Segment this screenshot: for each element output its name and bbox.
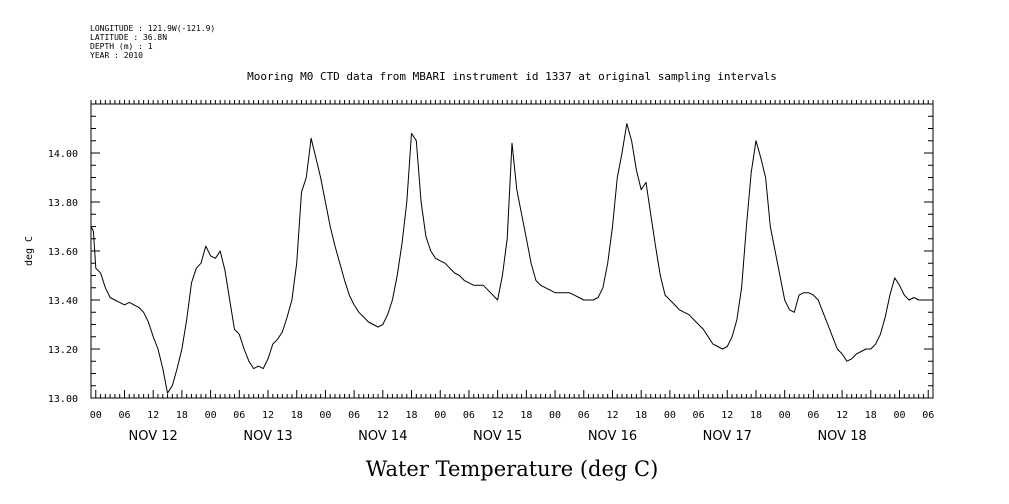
x-tick-label: 12 bbox=[377, 410, 389, 421]
x-tick-label: 06 bbox=[118, 410, 130, 421]
year-label: YEAR : 2010 bbox=[90, 51, 143, 60]
y-tick-label: 13.80 bbox=[48, 198, 78, 209]
x-tick-label: 06 bbox=[922, 410, 934, 421]
x-tick-label: 00 bbox=[90, 410, 102, 421]
chart-title: Mooring M0 CTD data from MBARI instrumen… bbox=[247, 70, 777, 83]
x-tick-label: 12 bbox=[147, 410, 159, 421]
x-tick-label: 06 bbox=[578, 410, 590, 421]
x-tick-label: 06 bbox=[348, 410, 360, 421]
x-tick-label: 06 bbox=[233, 410, 245, 421]
x-tick-label: 00 bbox=[434, 410, 446, 421]
y-tick-label: 13.00 bbox=[48, 394, 78, 405]
x-tick-label: 06 bbox=[463, 410, 475, 421]
x-tick-label: 06 bbox=[693, 410, 705, 421]
y-tick-label: 13.20 bbox=[48, 345, 78, 356]
x-tick-label: 18 bbox=[865, 410, 877, 421]
latitude-label: LATITUDE : 36.8N bbox=[90, 33, 167, 42]
x-day-label: NOV 14 bbox=[358, 429, 407, 444]
x-tick-label: 18 bbox=[176, 410, 188, 421]
x-axis: 00 06 12 18 00 06 12 18 00 06 12 18 00 06 12 18 00 06 12 18… bbox=[90, 100, 934, 444]
x-tick-label: 12 bbox=[262, 410, 274, 421]
series-layer bbox=[90, 123, 933, 394]
x-day-label: NOV 17 bbox=[703, 429, 752, 444]
x-tick-label: 12 bbox=[836, 410, 848, 421]
x-tick-label: 00 bbox=[779, 410, 791, 421]
x-tick-label: 18 bbox=[520, 410, 532, 421]
y-tick-label: 14.00 bbox=[48, 149, 78, 160]
x-tick-label: 18 bbox=[750, 410, 762, 421]
x-tick-label: 00 bbox=[319, 410, 331, 421]
x-tick-label: 06 bbox=[807, 410, 819, 421]
x-tick-label: 18 bbox=[406, 410, 418, 421]
y-axis-label: deg C bbox=[24, 236, 35, 266]
x-tick-label: 12 bbox=[492, 410, 504, 421]
x-day-label: NOV 16 bbox=[588, 429, 637, 444]
depth-label: DEPTH (m) : 1 bbox=[90, 42, 153, 51]
x-day-label: NOV 18 bbox=[817, 429, 866, 444]
series-line bbox=[90, 123, 933, 394]
x-axis-label: Water Temperature (deg C) bbox=[366, 457, 659, 481]
x-day-label: NOV 12 bbox=[129, 429, 178, 444]
x-tick-label: 12 bbox=[606, 410, 618, 421]
x-tick-label: 00 bbox=[664, 410, 676, 421]
x-tick-label: 18 bbox=[291, 410, 303, 421]
y-tick-label: 13.60 bbox=[48, 247, 78, 258]
y-axis: 13.00 13.20 13.40 13.60 13.80 14.00 bbox=[48, 103, 933, 405]
y-tick-label: 13.40 bbox=[48, 296, 78, 307]
x-tick-label: 00 bbox=[893, 410, 905, 421]
longitude-label: LONGITUDE : 121.9W(-121.9) bbox=[90, 24, 215, 33]
x-tick-label: 00 bbox=[205, 410, 217, 421]
x-tick-label: 12 bbox=[721, 410, 733, 421]
x-tick-label: 00 bbox=[549, 410, 561, 421]
x-day-label: NOV 13 bbox=[243, 429, 292, 444]
x-day-label: NOV 15 bbox=[473, 429, 522, 444]
x-tick-label: 18 bbox=[635, 410, 647, 421]
